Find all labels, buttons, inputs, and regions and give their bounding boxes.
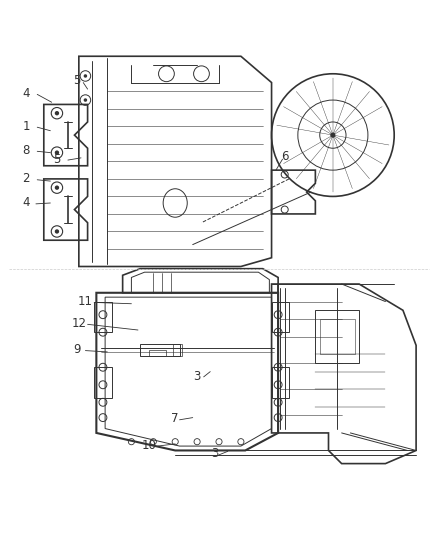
- Bar: [94, 302, 112, 332]
- Text: 4: 4: [22, 197, 30, 209]
- Bar: [140, 344, 180, 356]
- Circle shape: [84, 74, 87, 78]
- Text: 5: 5: [73, 74, 80, 87]
- Text: 6: 6: [281, 150, 289, 164]
- Circle shape: [55, 185, 59, 190]
- Text: 4: 4: [22, 87, 30, 100]
- Bar: [320, 319, 355, 354]
- Text: 12: 12: [71, 317, 86, 330]
- Bar: [149, 350, 166, 356]
- Text: 5: 5: [53, 152, 60, 166]
- Text: 3: 3: [194, 369, 201, 383]
- Circle shape: [55, 150, 59, 155]
- Bar: [94, 367, 112, 398]
- Text: 10: 10: [141, 439, 156, 451]
- Text: 2: 2: [22, 172, 30, 185]
- Circle shape: [331, 133, 335, 138]
- Text: 3: 3: [211, 448, 218, 461]
- Text: 8: 8: [23, 144, 30, 157]
- Text: 1: 1: [22, 120, 30, 133]
- Bar: [272, 367, 289, 398]
- Bar: [272, 302, 289, 332]
- Circle shape: [55, 229, 59, 233]
- Text: 11: 11: [78, 295, 93, 308]
- Circle shape: [55, 111, 59, 115]
- Text: 9: 9: [73, 343, 81, 356]
- Bar: [173, 344, 182, 356]
- Text: 7: 7: [171, 413, 179, 425]
- Circle shape: [84, 98, 87, 102]
- Bar: [315, 310, 359, 363]
